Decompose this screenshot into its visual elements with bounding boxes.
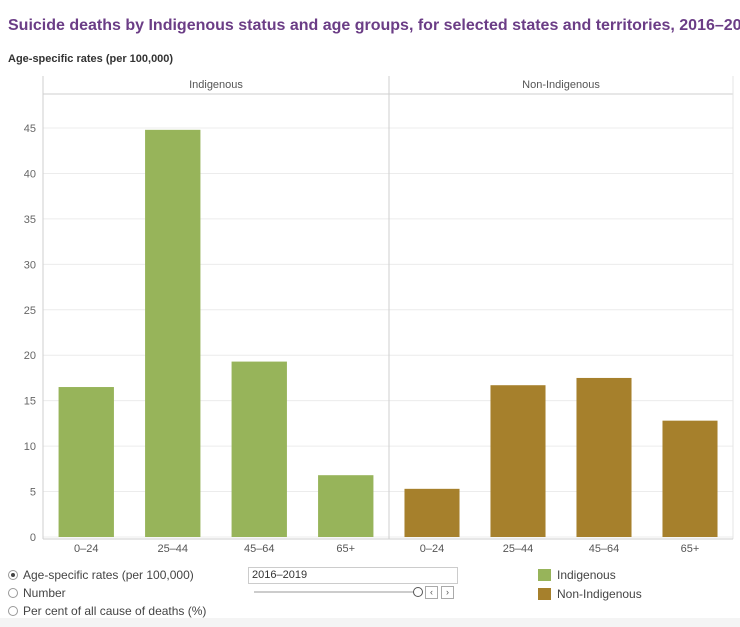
y-tick-label: 40 <box>24 168 36 180</box>
chart-controls: Age-specific rates (per 100,000) Number … <box>0 566 740 627</box>
next-year-button[interactable]: › <box>441 586 454 599</box>
x-tick-label: 45–64 <box>244 543 275 555</box>
year-filter-field[interactable]: 2016–2019 <box>248 567 458 584</box>
bar-non-indigenous-2 <box>576 377 632 537</box>
radio-number[interactable]: Number <box>8 586 66 600</box>
radio-button[interactable] <box>8 588 18 598</box>
footer-bar <box>0 618 740 627</box>
y-tick-label: 30 <box>24 259 36 271</box>
year-slider-track[interactable] <box>254 591 420 593</box>
legend-swatch-non-indigenous <box>538 588 551 600</box>
radio-button[interactable] <box>8 606 18 616</box>
x-tick-label: 45–64 <box>589 543 620 555</box>
previous-year-button[interactable]: ‹ <box>425 586 438 599</box>
bar-indigenous-3 <box>318 475 374 537</box>
radio-label: Per cent of all cause of deaths (%) <box>23 604 207 618</box>
bar-indigenous-2 <box>231 361 287 537</box>
y-tick-label: 15 <box>24 396 36 408</box>
radio-button[interactable] <box>8 570 18 580</box>
bar-indigenous-1 <box>145 129 201 537</box>
bar-non-indigenous-0 <box>404 488 460 537</box>
legend-item-indigenous: Indigenous <box>538 568 616 582</box>
radio-age-specific-rates[interactable]: Age-specific rates (per 100,000) <box>8 568 194 582</box>
y-tick-label: 5 <box>30 487 36 499</box>
y-tick-label: 0 <box>30 532 36 544</box>
y-tick-label: 45 <box>24 123 36 135</box>
bar-non-indigenous-1 <box>490 385 546 537</box>
bar-non-indigenous-3 <box>662 420 718 537</box>
y-tick-label: 20 <box>24 350 36 362</box>
bar-indigenous-0 <box>58 387 114 537</box>
panel-header-indigenous: Indigenous <box>189 79 243 91</box>
bar-chart: 0 5 10 15 20 25 30 35 40 45 Indigenous 0–24 25–44 45–… <box>24 76 734 555</box>
legend-label: Non-Indigenous <box>557 587 642 601</box>
y-tick-label: 10 <box>24 441 36 453</box>
legend-swatch-indigenous <box>538 569 551 581</box>
radio-label: Number <box>23 586 66 600</box>
panel-header-non-indigenous: Non-Indigenous <box>522 79 600 91</box>
x-tick-label: 65+ <box>681 543 700 555</box>
chart-title: Suicide deaths by Indigenous status and … <box>8 17 740 34</box>
x-tick-label: 25–44 <box>503 543 534 555</box>
radio-per-cent-all-cause[interactable]: Per cent of all cause of deaths (%) <box>8 604 206 618</box>
legend-item-non-indigenous: Non-Indigenous <box>538 587 642 601</box>
x-tick-label: 25–44 <box>157 543 188 555</box>
legend-label: Indigenous <box>557 568 616 582</box>
y-tick-label: 35 <box>24 214 36 226</box>
radio-label: Age-specific rates (per 100,000) <box>23 568 194 582</box>
y-axis-measure-label: Age-specific rates (per 100,000) <box>8 53 174 65</box>
x-tick-label: 65+ <box>336 543 355 555</box>
x-tick-label: 0–24 <box>420 543 444 555</box>
year-slider-thumb[interactable] <box>413 587 423 597</box>
y-tick-label: 25 <box>24 305 36 317</box>
x-tick-label: 0–24 <box>74 543 98 555</box>
